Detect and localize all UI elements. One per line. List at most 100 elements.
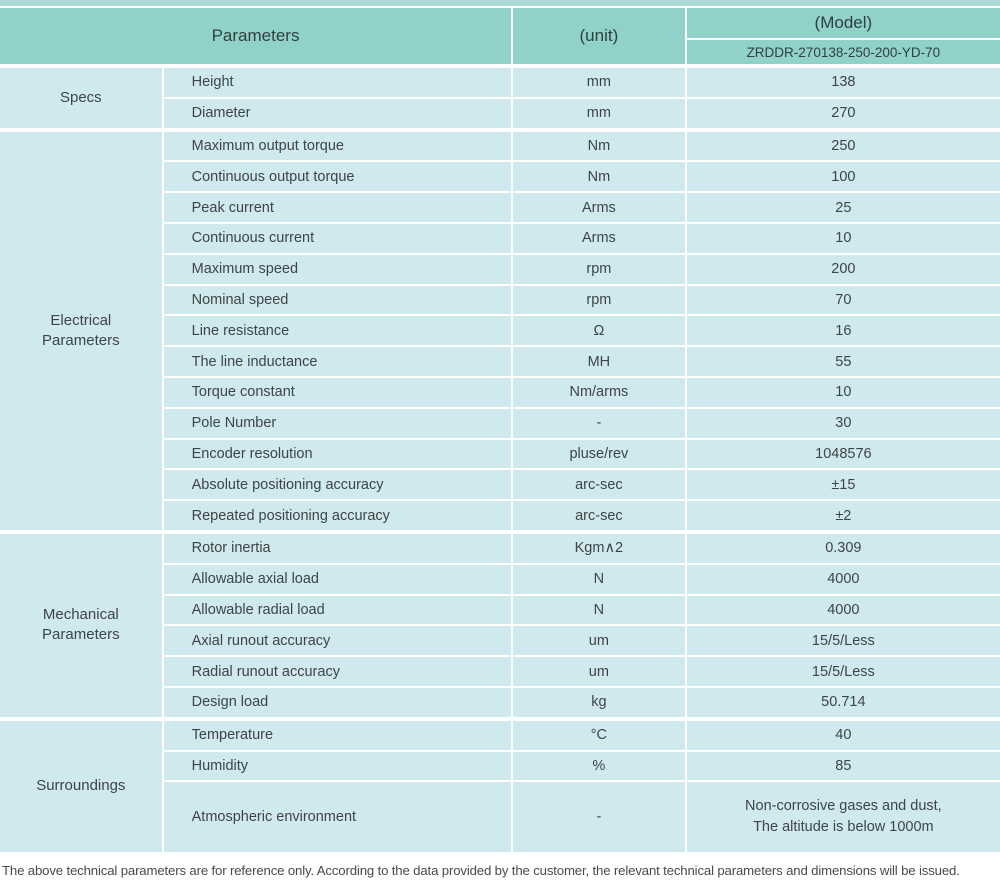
param-cell: Temperature — [163, 718, 512, 750]
value-cell: 10 — [686, 377, 1000, 407]
unit-cell: arc-sec — [513, 470, 685, 500]
table-row: Diameter mm 270 — [0, 98, 1000, 128]
value-cell: 55 — [686, 347, 1000, 376]
group-cell-electrical-parameters: Electrical Parameters — [0, 129, 162, 530]
param-cell: Maximum output torque — [163, 129, 512, 161]
value-cell: 1048576 — [686, 439, 1000, 469]
param-cell: Humidity — [163, 751, 512, 781]
value-cell: ±2 — [686, 501, 1000, 530]
value-cell: Non-corrosive gases and dust, The altitu… — [686, 782, 1000, 853]
param-cell: Continuous current — [163, 223, 512, 253]
unit-cell: kg — [513, 687, 685, 717]
table-row: Electrical Parameters Maximum output tor… — [0, 129, 1000, 530]
unit-cell: N — [513, 595, 685, 625]
group-label: Parameters — [42, 626, 120, 644]
param-cell: Peak current — [163, 193, 512, 222]
group-cell-mechanical-parameters: Mechanical Parameters — [0, 531, 162, 717]
param-cell: Radial runout accuracy — [163, 657, 512, 686]
value-line: Non-corrosive gases and dust, — [745, 798, 942, 815]
unit-cell: arc-sec — [513, 501, 685, 530]
footnote-text: The above technical parameters are for r… — [2, 863, 960, 879]
table-row: Peak current Arms 25 — [0, 193, 1000, 222]
value-cell: 50.714 — [686, 687, 1000, 717]
unit-cell: Arms — [513, 193, 685, 222]
unit-cell: Ω — [513, 316, 685, 346]
value-cell: 85 — [686, 751, 1000, 781]
table-row: Humidity % 85 — [0, 751, 1000, 781]
value-cell: 138 — [686, 66, 1000, 97]
group-label: Electrical — [50, 311, 112, 329]
unit-cell: MH — [513, 347, 685, 376]
cropped-row-strip — [0, 0, 1000, 6]
param-cell: Line resistance — [163, 316, 512, 346]
table-row: Radial runout accuracy um 15/5/Less — [0, 657, 1000, 686]
table-row: Allowable axial load N 4000 — [0, 564, 1000, 594]
param-cell: Height — [163, 66, 512, 97]
unit-cell: % — [513, 751, 685, 781]
table-row: Continuous output torque Nm 100 — [0, 162, 1000, 192]
header-row: Parameters (unit) (Model) — [0, 8, 1000, 64]
table-row: Maximum speed rpm 200 — [0, 254, 1000, 284]
unit-cell: - — [513, 408, 685, 438]
table-row: Nominal speed rpm 70 — [0, 285, 1000, 315]
header-model-row: ZRDDR-270138-250-200-YD-70 — [0, 40, 1000, 64]
group-label: Parameters — [42, 331, 120, 349]
param-cell: Rotor inertia — [163, 531, 512, 563]
value-cell: 270 — [686, 98, 1000, 128]
unit-cell: - — [513, 782, 685, 853]
unit-cell: Arms — [513, 223, 685, 253]
header-parameters: Parameters — [0, 8, 512, 64]
unit-cell: rpm — [513, 254, 685, 284]
param-cell: Torque constant — [163, 377, 512, 407]
unit-cell: um — [513, 657, 685, 686]
value-cell: 15/5/Less — [686, 657, 1000, 686]
table-row: Atmospheric environment - Non-corrosive … — [0, 782, 1000, 853]
unit-cell: mm — [513, 66, 685, 97]
param-cell: Maximum speed — [163, 254, 512, 284]
param-cell: Continuous output torque — [163, 162, 512, 192]
parameters-table: Parameters (unit) (Model) ZRDDR-270138-2… — [0, 8, 1000, 853]
table-row: The line inductance MH 55 — [0, 347, 1000, 376]
unit-cell: mm — [513, 98, 685, 128]
value-cell: 4000 — [686, 595, 1000, 625]
table-row: Repeated positioning accuracy arc-sec ±2 — [0, 501, 1000, 530]
table-row: Mechanical Parameters Rotor inertia Kgm∧… — [0, 531, 1000, 717]
param-cell: Absolute positioning accuracy — [163, 470, 512, 500]
table-row: Absolute positioning accuracy arc-sec ±1… — [0, 470, 1000, 500]
value-cell: 4000 — [686, 564, 1000, 594]
value-cell: 0.309 — [686, 531, 1000, 563]
group-label: Mechanical — [42, 606, 119, 624]
header-model: (Model) — [686, 8, 1000, 38]
value-cell: 10 — [686, 223, 1000, 253]
param-cell: The line inductance — [163, 347, 512, 376]
unit-cell: °C — [513, 718, 685, 750]
param-cell: Pole Number — [163, 408, 512, 438]
table-row: Surroundings Temperature °C 40 — [0, 718, 1000, 853]
group-cell-surroundings: Surroundings — [0, 718, 162, 853]
group-cell-specs: Specs — [0, 66, 162, 128]
param-cell: Allowable axial load — [163, 564, 512, 594]
group-label: Surroundings — [36, 777, 126, 795]
table-row: Continuous current Arms 10 — [0, 223, 1000, 253]
value-cell: 16 — [686, 316, 1000, 346]
parameters-table-wrap: Parameters (unit) (Model) ZRDDR-270138-2… — [0, 8, 1000, 853]
unit-cell: Nm — [513, 129, 685, 161]
table-row: Design load kg 50.714 — [0, 687, 1000, 717]
unit-cell: Nm/arms — [513, 377, 685, 407]
param-cell: Atmospheric environment — [163, 782, 512, 853]
param-cell: Repeated positioning accuracy — [163, 501, 512, 530]
value-line: The altitude is below 1000m — [753, 819, 934, 836]
value-cell: 250 — [686, 129, 1000, 161]
table-row: Allowable radial load N 4000 — [0, 595, 1000, 625]
param-cell: Axial runout accuracy — [163, 626, 512, 656]
param-cell: Nominal speed — [163, 285, 512, 315]
header-model-value: ZRDDR-270138-250-200-YD-70 — [686, 40, 1000, 64]
param-cell: Design load — [163, 687, 512, 717]
value-cell: 15/5/Less — [686, 626, 1000, 656]
value-cell: ±15 — [686, 470, 1000, 500]
unit-cell: pluse/rev — [513, 439, 685, 469]
value-cell: 40 — [686, 718, 1000, 750]
param-cell: Allowable radial load — [163, 595, 512, 625]
value-cell: 200 — [686, 254, 1000, 284]
